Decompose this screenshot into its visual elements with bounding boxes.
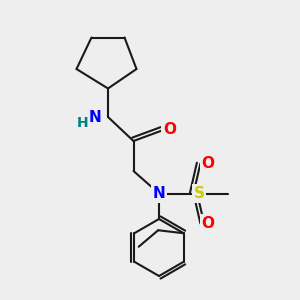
Text: O: O [201,216,214,231]
Text: N: N [88,110,101,124]
Text: H: H [77,116,88,130]
Text: N: N [153,186,165,201]
Text: S: S [194,186,204,201]
Text: O: O [201,156,214,171]
Text: O: O [163,122,176,136]
